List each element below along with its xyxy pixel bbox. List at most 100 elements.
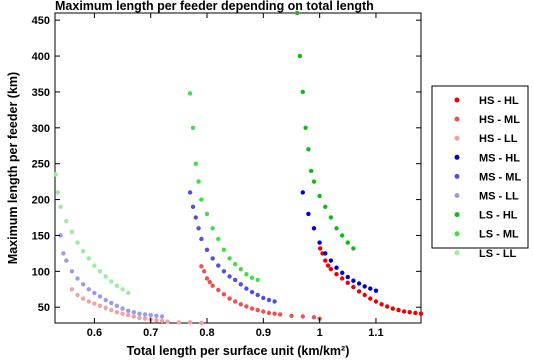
x-axis-label: Total length per surface unit (km/km²) xyxy=(127,344,350,358)
data-point-8 xyxy=(126,290,131,296)
axes: 0.6 0.7 0.8 0.9 1 1.1 50 100 150 200 250 300 350 400 4… xyxy=(32,13,421,339)
data-point-1 xyxy=(289,313,294,318)
data-point-2 xyxy=(103,305,108,311)
data-point-1 xyxy=(261,309,266,314)
data-point-3 xyxy=(345,274,350,280)
data-point-0 xyxy=(401,309,407,314)
data-point-0 xyxy=(368,296,373,301)
data-point-3 xyxy=(328,258,334,263)
data-point-7 xyxy=(227,256,232,261)
legend: HS - HL HS - ML HS - LL MS - HL MS - ML MS - … xyxy=(431,85,529,260)
data-point-5 xyxy=(61,251,66,256)
data-point-7 xyxy=(249,275,255,280)
y-tick-label: 150 xyxy=(32,230,50,242)
data-point-2 xyxy=(109,307,114,313)
y-tick-label: 50 xyxy=(38,302,50,314)
y-tick-label: 200 xyxy=(32,195,50,207)
data-point-1 xyxy=(227,296,232,301)
data-point-6 xyxy=(351,246,356,251)
legend-entry: MS - HL xyxy=(479,152,520,164)
data-points xyxy=(53,10,424,326)
data-point-2 xyxy=(69,287,75,292)
data-point-2 xyxy=(81,296,86,301)
data-point-6 xyxy=(317,193,322,199)
data-point-6 xyxy=(323,204,328,209)
data-point-0 xyxy=(379,302,384,307)
data-point-4 xyxy=(261,295,266,301)
data-point-4 xyxy=(190,204,196,209)
x-tick-label: 0.8 xyxy=(199,327,214,339)
data-point-1 xyxy=(233,299,238,304)
data-point-1 xyxy=(255,307,260,313)
legend-entry: HS - LL xyxy=(479,133,518,145)
data-point-8 xyxy=(55,190,60,195)
data-point-1 xyxy=(311,315,317,320)
data-point-0 xyxy=(340,276,345,281)
data-point-5 xyxy=(86,287,92,292)
data-point-1 xyxy=(300,314,305,319)
data-point-2 xyxy=(142,316,148,321)
data-point-5 xyxy=(75,276,80,281)
x-tick-label: 1 xyxy=(317,327,323,339)
data-point-5 xyxy=(97,294,103,299)
data-point-4 xyxy=(272,299,277,304)
data-point-6 xyxy=(297,53,303,59)
data-point-8 xyxy=(97,269,103,274)
data-point-6 xyxy=(294,10,300,16)
data-point-1 xyxy=(221,292,227,297)
y-tick-label: 300 xyxy=(32,123,50,135)
data-point-5 xyxy=(137,311,142,316)
y-tick-label: 100 xyxy=(32,266,50,278)
data-point-7 xyxy=(199,197,204,202)
data-point-0 xyxy=(328,267,334,272)
data-point-0 xyxy=(362,292,367,298)
data-point-4 xyxy=(196,226,201,231)
data-point-3 xyxy=(323,251,328,256)
data-point-0 xyxy=(413,310,418,316)
data-point-8 xyxy=(58,204,63,209)
data-point-3 xyxy=(306,211,311,217)
data-point-6 xyxy=(300,89,305,95)
data-point-5 xyxy=(159,314,165,319)
data-point-1 xyxy=(249,306,255,311)
data-point-2 xyxy=(86,299,92,304)
data-point-0 xyxy=(325,263,331,268)
data-point-6 xyxy=(306,147,311,152)
data-point-4 xyxy=(238,282,243,287)
data-point-1 xyxy=(199,264,204,269)
data-point-5 xyxy=(69,269,75,274)
data-point-7 xyxy=(216,236,221,242)
x-tick-label: 1.1 xyxy=(368,327,383,339)
data-point-4 xyxy=(233,277,238,283)
data-point-5 xyxy=(131,310,136,315)
data-point-6 xyxy=(345,240,350,245)
data-point-4 xyxy=(221,269,227,274)
data-point-7 xyxy=(221,247,227,252)
data-point-5 xyxy=(154,313,159,318)
data-point-8 xyxy=(120,287,125,292)
data-point-0 xyxy=(385,304,390,309)
data-point-2 xyxy=(120,311,125,316)
data-point-4 xyxy=(255,292,260,298)
legend-entry: MS - LL xyxy=(479,191,519,203)
data-point-8 xyxy=(69,229,75,235)
data-point-0 xyxy=(323,258,328,263)
x-tick-label: 0.9 xyxy=(256,327,271,339)
data-point-5 xyxy=(58,233,63,238)
legend-marker xyxy=(454,173,460,179)
data-point-4 xyxy=(210,256,215,261)
data-point-1 xyxy=(272,311,277,316)
legend-marker xyxy=(454,193,460,198)
chart-title: Maximum length per feeder depending on t… xyxy=(55,0,374,13)
y-axis-label: Maximum length per feeder (km) xyxy=(6,72,20,264)
legend-marker xyxy=(454,231,460,237)
data-point-0 xyxy=(334,272,339,277)
data-point-4 xyxy=(187,190,193,195)
y-tick-label: 250 xyxy=(32,159,50,171)
data-point-2 xyxy=(131,314,136,319)
data-point-7 xyxy=(238,267,243,272)
data-point-0 xyxy=(418,311,424,316)
legend-marker xyxy=(454,250,460,256)
legend-marker xyxy=(454,154,460,160)
